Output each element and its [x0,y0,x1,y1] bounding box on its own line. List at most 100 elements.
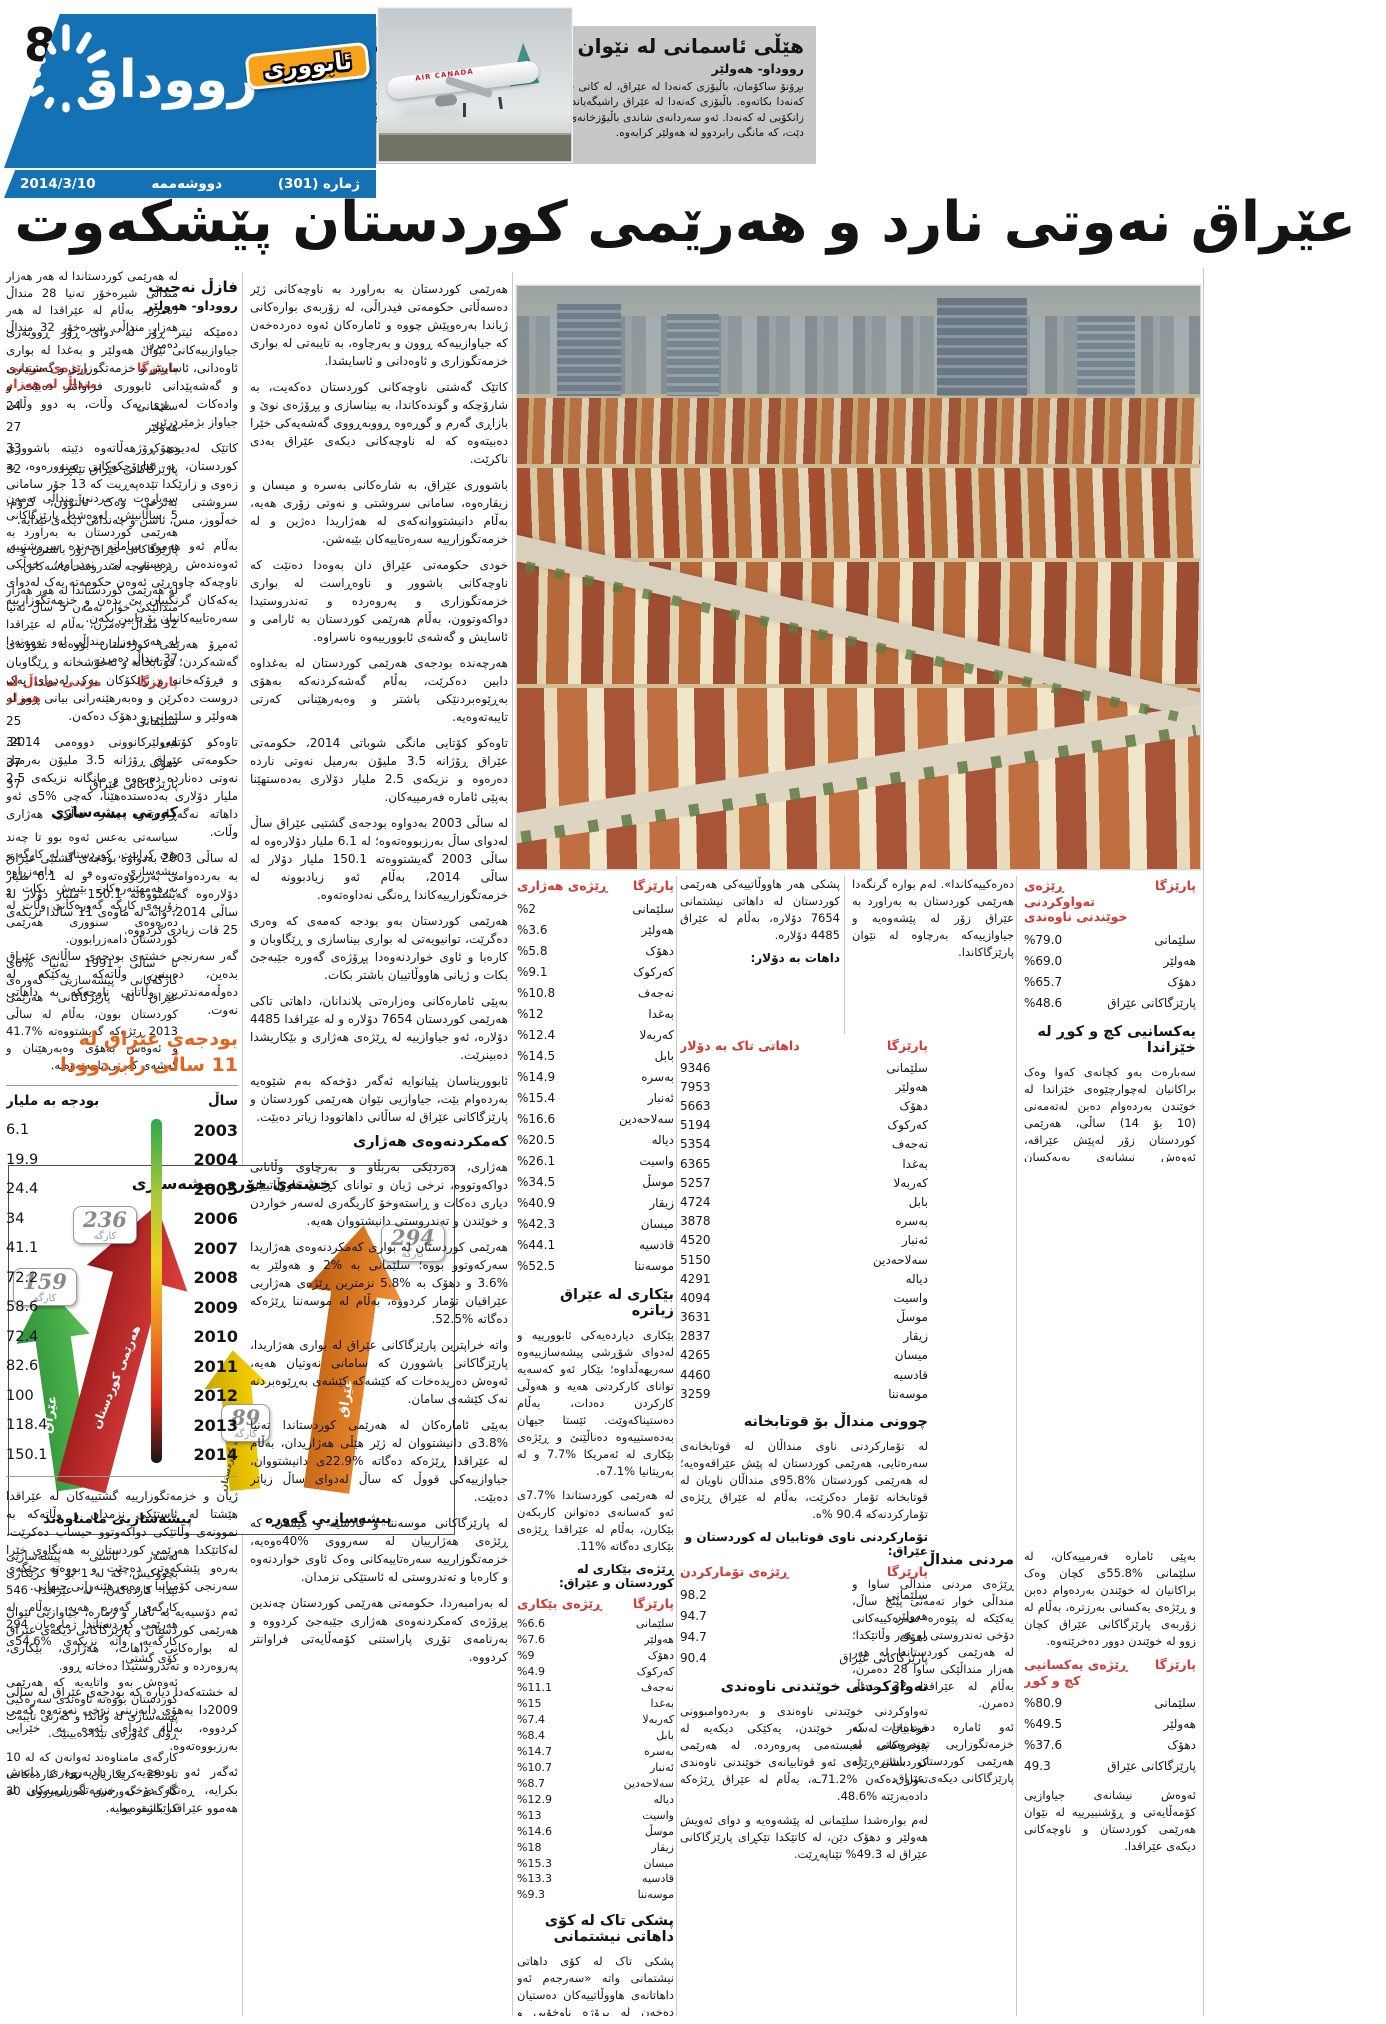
industry-para: تا ساڵی 1991 تەنیا %6ی کارگەکانی پیشەساز… [6,955,178,1072]
table-row: هەولێر %7.6 [517,1633,674,1647]
poverty-reduction-heading: کەمکردنەوەی هەژاری [352,1134,508,1150]
table-row: موسڵ %34.5 [517,1174,674,1189]
table-row: بابل %8.4 [517,1729,674,1743]
budget-col-value: بودجه به ملیار [6,1093,100,1110]
article-para: دەمێکە ئیتر ڕۆژ لە دوای ڕۆژ ڕووبەری جیاو… [6,325,238,429]
mid-column: هەرێمی کوردستان بە بەراورد بە ناوچەکانی … [250,280,508,2016]
callout-89: 89 کارگه [221,1404,271,1443]
table-row: سلێمانی %6.6 [517,1617,674,1631]
table-rows: سلێمانی %80.9 هەولێر %49.5 دهۆک %37.6 پارێز… [1024,1693,1196,1777]
table-row: دهۆک 5663 [680,1099,928,1113]
table-row: پارێزگاکانی عێراق 90.4 [680,1650,928,1665]
table-row: موسەننا 3259 [680,1386,928,1401]
budget-row: 2010 72.4 [6,1327,238,1347]
mid-para: هەژاری، دەردێکی بەربڵاو و بەرچاوی وڵاتان… [250,1160,508,1228]
mid-para: بەپێی ئامارەکان لە هەرێمی کوردستاندا تەن… [250,1418,508,1504]
income-cont-para: دەرەکییەکاندا». لەم بوارە گرنگەدا هەرێمی… [852,877,1014,960]
table-row: سلێمانی 25 [6,713,178,728]
small-industry-paras: لەسەر ئاستی پیشەسازیی بچووکیش، کە لە 1 ب… [6,1548,178,1817]
col-value: ڕێژەی تەواوکردنی خوێندنی ناوەندی [1024,878,1128,925]
table-rows: سلێمانی %79.0 هەولێر %69.0 دهۆک %65.7 پارێز… [1024,930,1196,1014]
gender-para2: بەپێی ئامارە فەرمییەکان، لە سلێمانی %55.… [1024,1549,1196,1649]
col-value: داهاتی تاک به دۆلار [680,1038,800,1053]
table-row: سلێمانی 9346 [680,1060,928,1075]
weekday: دووشه‌ممه [151,176,223,192]
table-row: نەجەف %10.8 [517,985,674,1000]
article-para: لە ساڵی 2003 بەدواوە بودجەی گشتیی عێراق … [6,851,238,937]
mid-para: هەرچەندە بودجەی هەرێمی کوردستان لە بەغدا… [250,656,508,724]
budget-row: 2011 82.6 [6,1356,238,1376]
chart-title: خشتەی جۆری پیشەسازی [131,1174,332,1193]
table-row: بەغدا %15 [517,1697,674,1711]
article-author: فازڵ نەجیب [148,278,238,296]
table-row: واسیت %26.1 [517,1153,674,1168]
table-row: سلێمانی %2 [517,901,674,916]
sidebar-para: لە هەرێمی کوردستاندا لە هەر هەزار منداڵێ… [6,583,178,666]
mid-para: کاتێک گەشتی ناوچەکانی کوردستان دەکەیت، ب… [250,380,508,466]
income-table: پارێزگا داهاتی تاک به دۆلار سلێمانی 9346 ه… [680,1038,928,1404]
table-rows: سلێمانی %6.6 هەولێر %7.6 دهۆک %9 کەرکوک %4.9… [517,1616,674,1903]
unemployment-table: پارێزگا ڕێژەی بێکاری سلێمانی %6.6 هەولێر %7… [517,1596,674,1904]
rudaw-logo-box: رووداو [4,14,376,168]
column-d-top: پشکی هەر هاووڵاتییەکی هەرێمی کوردستان لە… [680,876,840,1034]
mid-para: لە ساڵی 2003 بەدواوە بودجەی گشتیی عێراق … [250,816,508,902]
category-label-big: پیشەسازیی گەورە [265,1511,392,1527]
column-b-top: پارێزگا ڕێژەی تەواوکردنی خوێندنی ناوەندی … [1024,876,1196,1162]
column-rule [676,876,677,2016]
income-intro-para: پشکی هەر هاووڵاتییەکی هەرێمی کوردستان لە… [680,877,840,943]
col-value: ڕێژەی یەکسانیی کچ و کوڕ [1024,1657,1128,1688]
col-province: پارێزگا [886,1564,928,1580]
table-row: بەسرە 3878 [680,1214,928,1229]
article-para: بەڵام ئەو هەموو سامانە چەندە سروشتییە، ئ… [6,539,238,625]
column-rule [512,272,513,2016]
mid-para: لە پارێزگاکانی موسەننا و قادسیە و میسان،… [250,1516,508,1584]
mid-para: لە بەرامبەردا، حکومەتی هەرێمی کوردستان چ… [250,1596,508,1664]
poverty-unemployment-column: پارێزگا ڕێژەی هەژاری سلێمانی %2 هەولێر %3.6… [517,876,674,2016]
article-para: ئەگەر ئەو بودجەیە بە دادپەروەری دابەش بک… [6,1765,238,1816]
infant-mortality-table: پارێزگا ڕێژەی مردنی منداڵ لە هەزار سلێمان… [6,360,178,480]
income-label: داهات بە دۆلار: [750,951,840,966]
table-row: سلێمانی 98.2 [680,1587,928,1602]
air-canada-photo: AIR CANADA [378,8,572,162]
budget-block: بودجەی عێراق لە 11 ساڵی رابردوودا ساڵ بو… [6,1027,238,1478]
tower [667,314,719,396]
table-row: دیالە 4291 [680,1271,928,1286]
budget-row: 2005 24.4 [6,1179,238,1199]
table-row: دهۆک 37 [6,755,178,770]
table-row: سەلاحەدین 5150 [680,1252,928,1267]
col-province: پارێزگا [1154,878,1196,893]
table-row: پارێزگاکانی عێراق 37 [6,776,178,791]
small-industry-para: کارگەی مامناوەند ئەوانەن کە لە 10 تا 29 … [6,1750,178,1816]
table-row: دهۆک 94.7 [680,1629,928,1644]
unemployment-para1: بێکاری دیاردەیەکی ئابوورییە و لەدوای شۆڕ… [517,1327,674,1478]
main-headline: عێراق نەوتی نارد و هەرێمی کوردستان پێشکە… [14,190,1357,255]
column-rule [1016,876,1017,2016]
budget-header: ساڵ بودجه به ملیار [6,1093,238,1109]
table-rows: سلێمانی 9346 هەولێر 7953 دهۆک 5663 کەرکوک 51… [680,1059,928,1404]
secondary-completion-table: پارێزگا ڕێژەی تەواوکردنی خوێندنی ناوەندی … [1024,878,1196,1014]
smoke [397,105,467,121]
small-industry-para: لەسەر ئاستی پیشەسازیی بچووکیش، کە لە 1 ب… [6,1549,178,1666]
article-para: تاوەکو کۆتایی کانوونی دووەمی 2014، حکومە… [6,735,238,839]
share-heading: پشکی تاک لە کۆی داهاتی نیشتمانی [544,1913,674,1946]
budget-row-list: 2003 6.1 2004 19.9 2005 24.4 2006 34 2007 41.… [6,1115,238,1469]
secondary-heading: تەواوکردنی خوێندنی ناوەندی [720,1678,928,1695]
mid-para: واتە خراپترین پارێزگاکانی عێراق لە بواری… [250,1338,508,1406]
col-value: ڕێژەی تۆمارکردن [680,1564,789,1580]
col-value: ڕێژەی هەژاری [517,878,608,893]
col-value: مردنی منداڵ لە هەزار [6,674,102,706]
article-agency: رووداو- هەولێر [145,298,238,313]
column-c-bottom: مردنی منداڵ ڕێژەی مردنی منداڵی ساوا و من… [852,1548,1014,2016]
table-row: دهۆک %65.7 [1024,974,1196,989]
date: 2014/3/10 [20,176,96,192]
table-row: زیقار %18 [517,1840,674,1854]
mid-para: هەرێمی کوردستان بە بەراورد بە ناوچەکانی … [250,282,508,368]
table-row: بەغدا 6365 [680,1156,928,1171]
mid-para: هەرێمی کوردستان لە بواری کەمکردنەوەی هەژ… [250,1240,508,1326]
budget-title-line1: بودجەی عێراق لە [78,1028,238,1050]
table-row: پارێزگاکانی عێراق 49.3 [1024,1759,1196,1774]
gender-equality-table: پارێزگا ڕێژەی یەکسانیی کچ و کوڕ سلێمانی %8… [1024,1657,1196,1777]
table-row: دیالە %20.5 [517,1132,674,1147]
column-c-top: دەرەکییەکاندا». لەم بوارە گرنگەدا هەرێمی… [852,876,1014,1156]
